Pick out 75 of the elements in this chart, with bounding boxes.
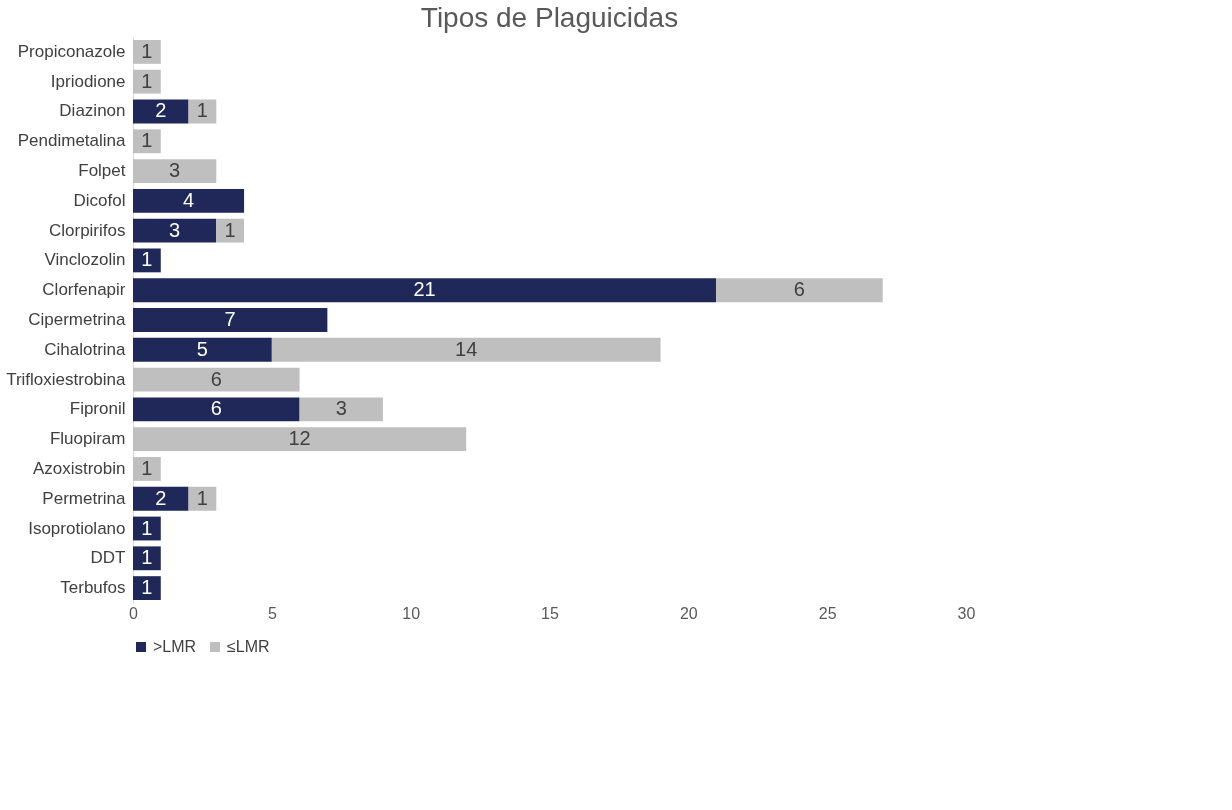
bar: [133, 129, 161, 154]
data-label: 3: [169, 218, 181, 241]
x-tick-label: 10: [402, 604, 421, 622]
bar: [133, 69, 161, 94]
y-tick-label: Propiconazole: [17, 41, 126, 61]
y-tick-label: DDT: [90, 548, 126, 568]
y-tick-label: Isoprotiolano: [28, 518, 126, 538]
data-label: 5: [196, 337, 208, 360]
y-tick-label: Vinclozolin: [44, 250, 126, 270]
y-tick-label: Azoxistrobin: [32, 458, 126, 478]
y-tick-label: Cipermetrina: [28, 310, 127, 329]
bar: [133, 308, 328, 332]
y-tick-label: Pendimetalina: [17, 131, 127, 151]
y-tick-label: Clorpirifos: [48, 220, 126, 240]
data-label: 3: [335, 397, 347, 420]
bar: [299, 397, 383, 422]
bar: [133, 278, 717, 303]
x-tick-label: 5: [267, 604, 277, 622]
data-label: 2: [155, 486, 167, 509]
data-label: 1: [141, 546, 153, 569]
data-label: 1: [224, 218, 236, 241]
bar: [716, 278, 883, 303]
legend-label: >LMR: [153, 638, 197, 655]
bar: [133, 576, 161, 601]
y-tick-label: Diazinon: [59, 101, 126, 121]
bar: [216, 218, 245, 243]
x-tick-label: 30: [957, 604, 976, 622]
y-tick-label: Dicofol: [73, 190, 126, 210]
data-label: 3: [169, 159, 181, 182]
bar: [133, 337, 272, 362]
data-label: 6: [210, 397, 222, 420]
bar: [133, 367, 300, 392]
bar: [133, 39, 161, 64]
data-label: 1: [141, 39, 153, 62]
y-tick-label: Folpet: [78, 161, 126, 181]
y-tick-label: Fipronil: [69, 399, 126, 419]
data-label: 1: [141, 516, 153, 539]
y-tick-label: Terbufos: [60, 578, 126, 598]
bar: [133, 99, 189, 124]
legend-label: ≤LMR: [227, 638, 270, 655]
chart-title: Tipos de Plaguicidas: [420, 2, 679, 33]
y-tick-label: Cihalotrina: [44, 339, 127, 359]
bar: [133, 397, 300, 422]
data-label: 7: [224, 308, 236, 330]
data-label: 21: [413, 278, 436, 301]
bar: [133, 159, 217, 183]
y-tick-label: Trifloxiestrobina: [6, 369, 127, 389]
data-label: 2: [155, 99, 167, 122]
data-label: 6: [793, 278, 805, 301]
x-tick-label: 0: [129, 604, 139, 622]
y-tick-label: Fluopiram: [49, 429, 126, 449]
data-label: 1: [141, 576, 153, 599]
bar: [133, 546, 161, 571]
data-label: 1: [141, 69, 153, 92]
x-tick-label: 20: [679, 604, 698, 622]
data-label: 14: [455, 337, 478, 360]
data-label: 1: [141, 129, 153, 152]
bar: [133, 427, 467, 452]
data-label: 1: [141, 248, 153, 271]
data-label: 1: [196, 486, 208, 509]
data-label: 1: [141, 456, 153, 479]
y-tick-label: Permetrina: [42, 488, 127, 508]
data-label: 6: [210, 367, 222, 390]
bar: [133, 218, 217, 243]
data-label: 4: [182, 188, 195, 211]
bar: [133, 188, 245, 213]
bar: [271, 337, 661, 362]
x-tick-label: 15: [541, 604, 559, 622]
data-label: 12: [288, 427, 311, 450]
bar: [133, 457, 161, 481]
y-tick-label: Clorfenapir: [42, 280, 126, 300]
y-tick-label: Ipriodione: [50, 71, 126, 91]
x-tick-label: 25: [818, 604, 837, 622]
bar: [133, 486, 189, 511]
data-label: 1: [196, 99, 208, 122]
